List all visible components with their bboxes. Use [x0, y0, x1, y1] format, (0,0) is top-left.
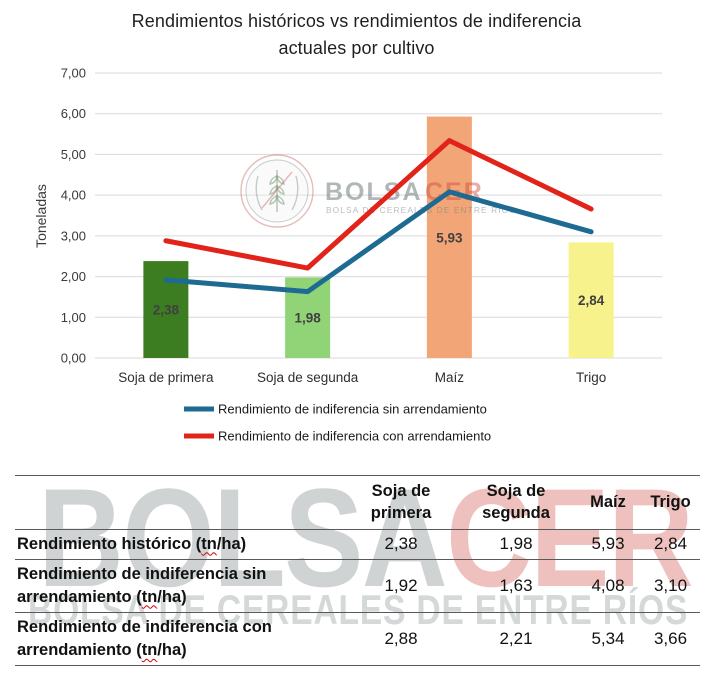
chart-canvas: 0,00 1,00 2,00 3,00 4,00 5,00 6,00 7,00 Tonelad… [33, 66, 662, 444]
cell-value: 4,08 [591, 575, 625, 595]
bar-value-label: 2,38 [153, 303, 180, 318]
table-row: Rendimiento de indiferencia sin arrendam… [15, 559, 700, 613]
y-tick-label: 2,00 [61, 269, 86, 284]
row-label-text: Rendimiento histórico ( [17, 534, 202, 553]
cell-value: 1,98 [499, 534, 533, 554]
chart-title: Rendimientos históricos vs rendimientos … [131, 11, 582, 58]
x-category-label: Maíz [435, 370, 465, 385]
x-axis-category-labels: Soja de primera Soja de segunda Maíz Trigo [118, 370, 606, 385]
chart: 0,00 1,00 2,00 3,00 4,00 5,00 6,00 7,00 Tonelad… [33, 11, 662, 444]
table-section: BOLSACER BOLSA DE CEREALES DE ENTRE RÍOS… [0, 464, 713, 686]
legend-label-con-arrendamiento: Rendimiento de indiferencia con arrendam… [218, 429, 491, 444]
watermark-brand-gray: BOLSA [325, 178, 423, 206]
bar-value-labels: 2,38 1,98 5,93 2,84 [153, 230, 605, 325]
row-label: Rendimiento de indiferencia sin arrendam… [15, 559, 345, 612]
yields-table: Soja de primera Soja de segunda Maíz Trigo … [15, 475, 700, 666]
cell-value: 5,34 [591, 628, 625, 648]
row-label-text: Rendimiento de indiferencia sin arrendam… [17, 564, 267, 606]
y-tick-label: 6,00 [61, 106, 86, 121]
wheat-icon [255, 170, 299, 212]
x-category-label: Trigo [576, 370, 606, 385]
cell-value: 2,21 [499, 628, 533, 648]
line-series-1 [163, 138, 594, 271]
column-header: Maíz [590, 493, 626, 512]
y-tick-label: 7,00 [61, 66, 86, 81]
column-header: Trigo [650, 493, 691, 512]
y-tick-label: 3,00 [61, 228, 86, 243]
line-series [163, 138, 594, 295]
gridlines [95, 72, 662, 359]
chart-watermark: BOLSA CER BOLSA DE CEREALES DE ENTRE RÍO… [240, 154, 515, 228]
table-watermark-brand-red: CER [446, 459, 694, 616]
y-tick-label: 0,00 [61, 351, 86, 366]
y-tick-label: 1,00 [61, 310, 86, 325]
bar-value-label: 2,84 [578, 293, 605, 308]
spellcheck-flagged-word: tn [141, 640, 158, 659]
bar-0 [143, 261, 189, 358]
cell-value: 1,92 [384, 575, 418, 595]
table-watermark-brand-gray: BOLSA [38, 459, 448, 616]
y-tick-label: 4,00 [61, 188, 86, 203]
legend-label-sin-arrendamiento: Rendimiento de indiferencia sin arrendam… [218, 402, 487, 417]
row-label-text: /ha) [157, 587, 187, 606]
cell-value: 3,66 [653, 628, 688, 648]
table-corner-cell [15, 476, 345, 530]
table-header-row: Soja de primera Soja de segunda Maíz Trigo [15, 475, 700, 530]
spellcheck-flagged-word: tn [141, 587, 158, 606]
row-label: Rendimiento histórico (tn/ha) [15, 529, 345, 559]
y-axis-tick-labels: 0,00 1,00 2,00 3,00 4,00 5,00 6,00 7,00 [61, 66, 86, 366]
y-axis-title: Toneladas [33, 184, 49, 248]
row-label: Rendimiento de indiferencia con arrendam… [15, 612, 345, 665]
column-header: Soja de segunda [482, 482, 550, 523]
table-body: Rendimiento histórico (tn/ha) 2,38 1,98 5,9… [15, 529, 700, 666]
watermark-logo-outer-ring [240, 154, 314, 228]
table-watermark-subtitle: BOLSA DE CEREALES DE ENTRE RÍOS [28, 586, 689, 633]
cell-value: 5,93 [591, 534, 625, 554]
y-tick-label: 5,00 [61, 147, 86, 162]
row-label-text: Rendimiento de indiferencia con arrendam… [17, 617, 272, 659]
cell-value: 2,38 [384, 534, 418, 554]
x-category-label: Soja de primera [118, 370, 214, 385]
cell-value: 2,84 [653, 534, 688, 554]
table-watermark-brand: BOLSACER [38, 464, 694, 611]
column-header: Soja de primera [370, 482, 432, 523]
table-header: Soja de primera Soja de segunda Maíz Trigo [15, 475, 700, 530]
bar-series [143, 116, 614, 358]
legend: Rendimiento de indiferencia sin arrendam… [184, 402, 491, 444]
bar-value-label: 5,93 [436, 230, 463, 245]
cell-value: 2,88 [384, 628, 418, 648]
row-label-text: /ha) [216, 534, 247, 553]
table-row: Rendimiento de indiferencia con arrendam… [15, 612, 700, 666]
bar-3 [568, 242, 614, 358]
bar-value-label: 1,98 [294, 311, 321, 326]
row-label-text: /ha) [157, 640, 187, 659]
table-row: Rendimiento histórico (tn/ha) 2,38 1,98 5,9… [15, 529, 700, 560]
spellcheck-flagged-word: tn [201, 534, 217, 553]
cell-value: 1,63 [499, 575, 533, 595]
cell-value: 3,10 [653, 575, 688, 595]
line-series-0 [163, 189, 594, 295]
watermark-logo-inner-ring [245, 159, 309, 223]
x-category-label: Soja de segunda [257, 370, 359, 385]
